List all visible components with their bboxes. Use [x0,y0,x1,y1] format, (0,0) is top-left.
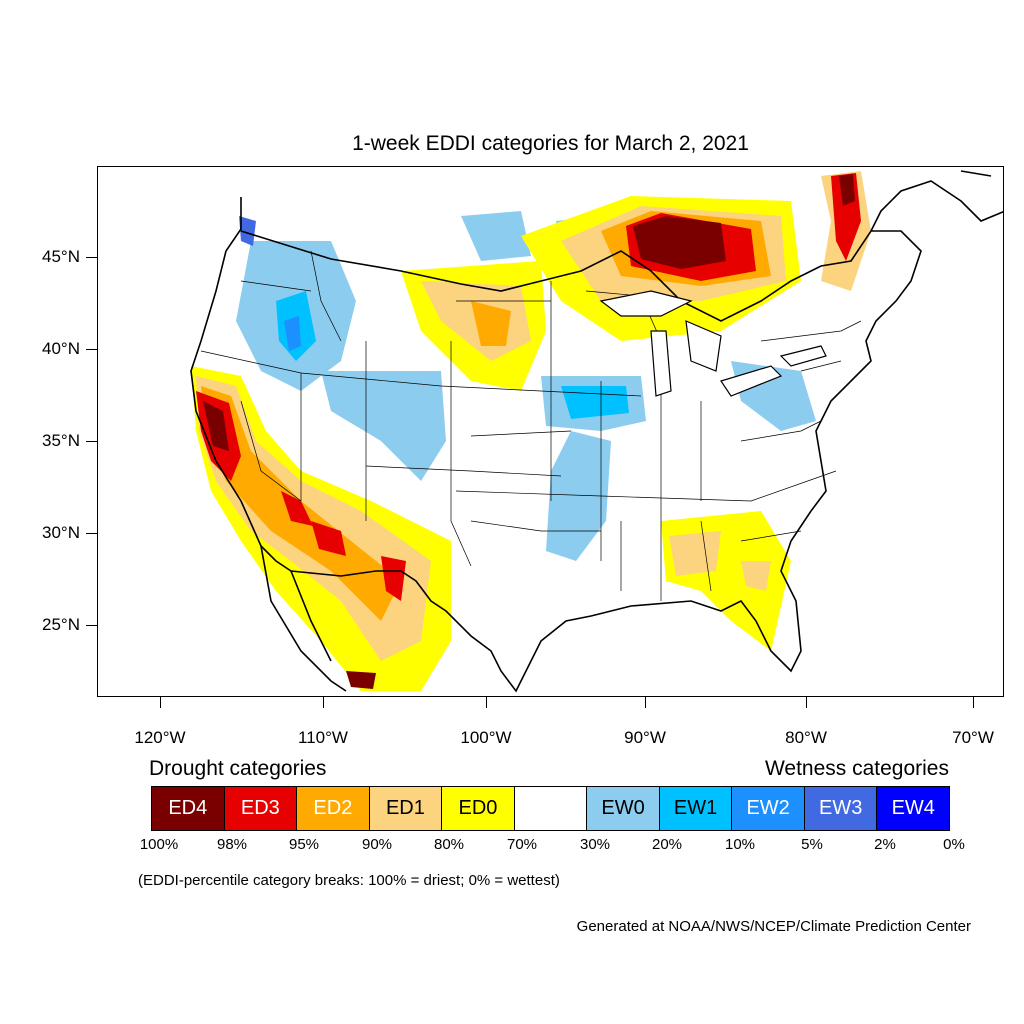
lon-tick [973,697,974,708]
lat-label-35n: 35°N [42,431,80,450]
mexico-coast [260,545,347,692]
lon-tick [160,697,161,708]
lat-label-30n: 30°N [42,523,80,542]
lon-label-90w: 90°W [624,728,666,747]
us-outline [190,197,922,693]
legend-cell-ed4: ED4 [152,787,225,830]
percentile-label: 95% [288,836,320,853]
percentile-label: 10% [724,836,756,853]
lon-label-70w: 70°W [952,728,994,747]
eddi-map [190,170,1003,693]
percentile-label: 80% [433,836,465,853]
lat-label-45n: 45°N [42,247,80,266]
legend-cell-ed3: ED3 [224,787,298,830]
drought-categories-heading: Drought categories [149,757,327,780]
lon-tick [486,697,487,708]
map-frame [97,166,1004,697]
lon-tick [806,697,807,708]
legend-cell-normal [514,787,588,830]
percentile-label: 98% [216,836,248,853]
wetness-categories-heading: Wetness categories [764,757,949,780]
lat-tick [86,533,97,534]
lon-label-80w: 80°W [785,728,827,747]
lon-tick [645,697,646,708]
lat-tick [86,441,97,442]
legend-cell-ew4: EW4 [877,787,950,830]
legend-cell-ed1: ED1 [369,787,443,830]
percentile-label: 30% [579,836,611,853]
percentile-label: 20% [651,836,683,853]
map-title: 1-week EDDI categories for March 2, 2021 [352,132,749,155]
legend-colorbar: ED4 ED3 ED2 ED1 ED0 EW0 EW1 EW2 EW3 EW4 [151,786,950,831]
great-lakes [599,290,827,397]
percentile-label: 5% [801,836,823,853]
lat-label-25n: 25°N [42,615,80,634]
lon-tick [323,697,324,708]
percentile-label: 70% [506,836,538,853]
lat-tick [86,625,97,626]
lat-tick [86,257,97,258]
lon-label-110w: 110°W [298,728,348,747]
percentile-label: 100% [139,836,179,853]
legend-cell-ed0: ED0 [442,787,515,830]
legend-cell-ed2: ED2 [297,787,370,830]
percentile-label: 2% [874,836,896,853]
legend-cell-ew0: EW0 [587,787,660,830]
lon-label-100w: 100°W [460,728,512,747]
credit-line: Generated at NOAA/NWS/NCEP/Climate Predi… [576,918,971,935]
drought-areas [191,171,871,691]
legend-cell-ew3: EW3 [804,787,878,830]
category-break-note: (EDDI-percentile category breaks: 100% =… [138,872,560,889]
legend-cell-ew2: EW2 [732,787,805,830]
lat-label-40n: 40°N [42,339,80,358]
state-boundaries [200,250,862,601]
percentile-label: 90% [361,836,393,853]
lon-label-120w: 120°W [134,728,186,747]
lat-tick [86,349,97,350]
canada-coast [870,170,1003,232]
legend-cell-ew1: EW1 [659,787,733,830]
percentile-label: 0% [943,836,965,853]
